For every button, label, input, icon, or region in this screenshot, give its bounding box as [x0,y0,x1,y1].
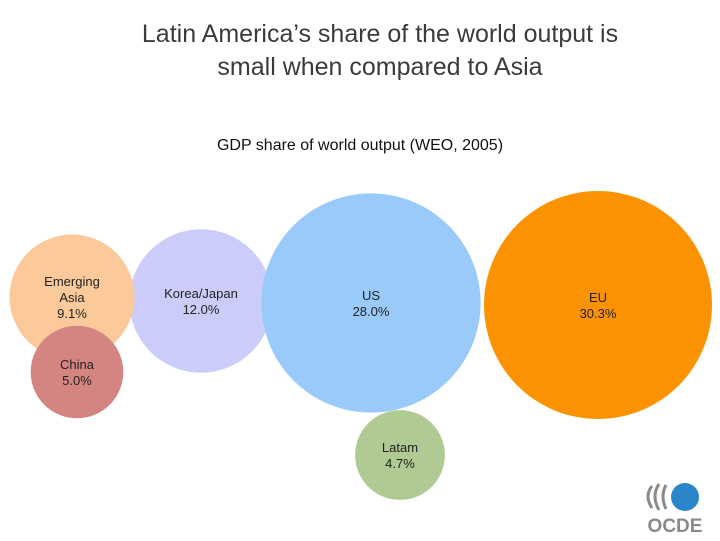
bubble-label-korea-japan: Korea/Japan [164,286,238,301]
bubble-circle-emerging-asia [9,234,135,360]
slide-title: Latin America’s share of the world outpu… [60,18,700,84]
bubble-label-china: China [60,357,95,372]
bubble-value-korea-japan: 12.0% [183,302,220,317]
slide-title-line-2: small when compared to Asia [217,53,543,81]
slide-title-line-1: Latin America’s share of the world outpu… [141,20,619,48]
bubble-circle-latam [355,410,445,500]
chart-title: GDP share of world output (WEO, 2005) [216,137,504,154]
ocde-logo: OCDE [640,480,710,537]
bubble-value-china: 5.0% [62,373,92,388]
bubble-label-us: US [362,288,380,303]
bubble-circle-china [30,325,124,419]
logo-disc [671,483,699,511]
bubble-label-emerging-asia: Asia [59,290,85,305]
bubble-value-latam: 4.7% [385,456,415,471]
bubble-label-latam: Latam [382,440,418,455]
logo-stripe-2 [653,483,661,511]
logo-text: OCDE [648,516,703,536]
bubble-value-eu: 30.3% [580,306,617,321]
bubble-circle-eu [484,191,712,419]
logo-stripe-3 [661,484,668,510]
logo-stripe-1 [646,485,654,509]
bubble-circle-us [261,193,481,413]
bubble-label-emerging-asia: Emerging [44,274,100,289]
bubble-value-us: 28.0% [353,304,390,319]
ocde-logo-mark: OCDE [646,483,703,537]
bubble-label-eu: EU [589,290,607,305]
bubble-value-emerging-asia: 9.1% [57,306,87,321]
bubble-circle-korea-japan [129,229,273,373]
